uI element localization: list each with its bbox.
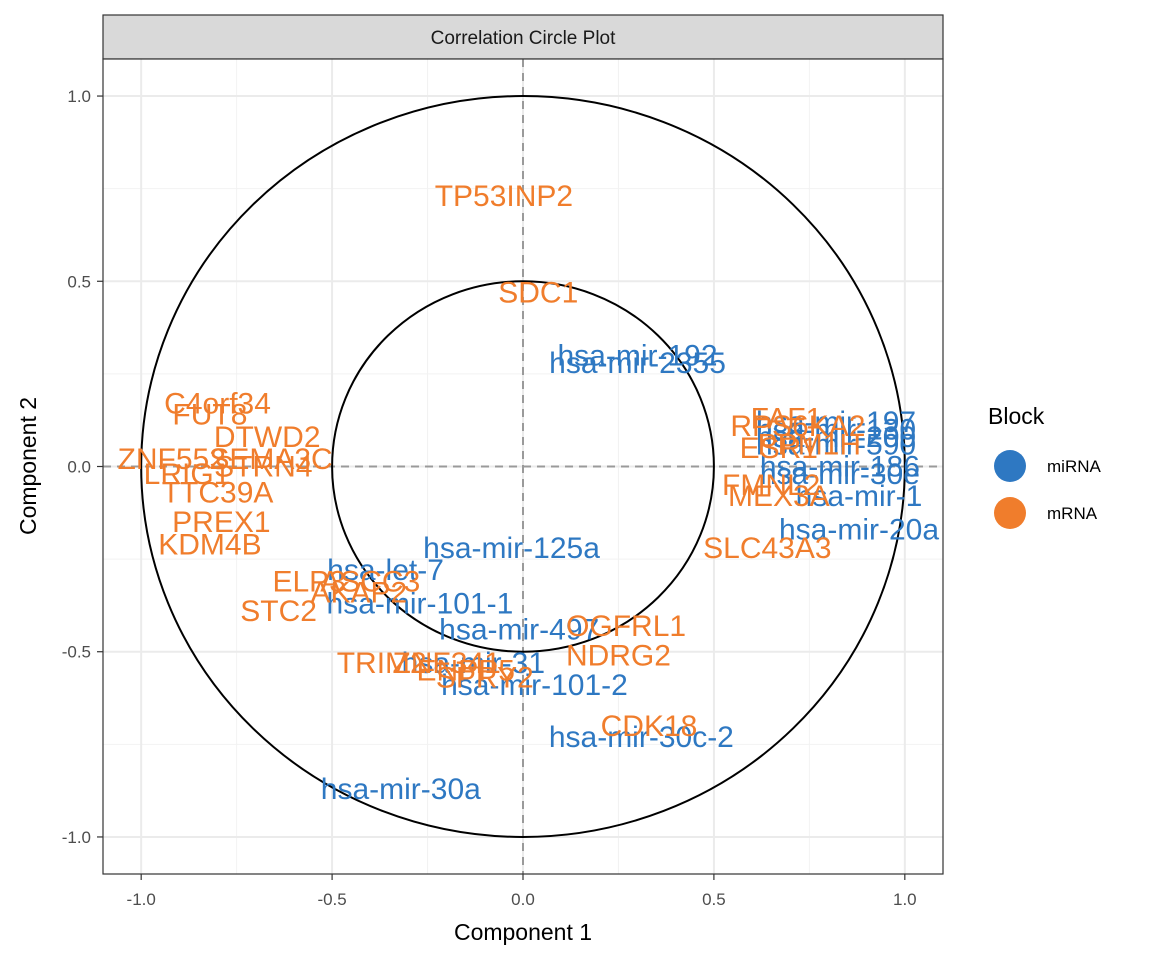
y-tick-label: 0.5 (67, 272, 91, 291)
point-label-mirna: hsa-mir-200 (756, 421, 916, 454)
x-tick-label: 1.0 (893, 890, 917, 909)
correlation-circles (140, 95, 906, 838)
chart-title: Correlation Circle Plot (431, 28, 617, 49)
reference-lines (103, 59, 943, 874)
point-label-mrna: SEMA3C (209, 443, 332, 476)
point-label-mrna: CDK18 (601, 710, 698, 743)
x-tick-label: -0.5 (317, 890, 346, 909)
point-label-mrna: ENPP5 (417, 654, 515, 687)
x-tick-label: 0.0 (511, 890, 535, 909)
y-tick-label: -0.5 (62, 643, 91, 662)
point-label-mrna: TP53INP2 (435, 180, 573, 213)
point-label-mirna: hsa-mir-20a (779, 513, 939, 546)
y-tick-label: 1.0 (67, 87, 91, 106)
y-tick-label: -1.0 (62, 828, 91, 847)
y-axis-ticks: -1.0 -0.5 0.0 0.5 1.0 (62, 87, 103, 847)
point-label-mirna: hsa-let-7 (327, 554, 444, 587)
point-label-mirna: hsa-mir-101-2 (441, 669, 628, 702)
point-label-mrna: ELP3 (272, 565, 345, 598)
point-label-mrna: FMNL2 (722, 469, 820, 502)
point-label-mrna: ZNF552 (118, 443, 226, 476)
x-axis-title: Component 1 (454, 919, 592, 945)
legend-label-mrna: mRNA (1047, 504, 1098, 523)
y-axis-title: Component 2 (15, 397, 41, 535)
point-label-mirna: hsa-mir-101-1 (327, 588, 514, 621)
legend: Block miRNA mRNA (988, 403, 1101, 529)
point-label-mrna: AKAP2 (310, 576, 407, 609)
legend-key-mirna (994, 450, 1026, 482)
point-label-mrna: RPS6KA2 (730, 410, 865, 443)
point-label-mirna: hsa-mir-590 (756, 428, 916, 461)
legend-label-mirna: miRNA (1047, 457, 1101, 476)
point-label-mrna: SPRY2 (436, 662, 534, 695)
point-label-mrna: SLC43A3 (703, 532, 831, 565)
point-label-mrna: TTC39A (162, 476, 274, 509)
point-label-mrna: LRIG1 (144, 458, 231, 491)
point-label-mrna: NDRG2 (566, 639, 671, 672)
correlation-circle (140, 95, 906, 838)
point-label-mirna: hsa-mir-30c-2 (549, 721, 734, 754)
point-label-mrna: KDM4B (158, 528, 261, 561)
point-label-mrna: DTWD2 (214, 421, 321, 454)
x-tick-label: 0.5 (702, 890, 726, 909)
legend-key-mrna (994, 497, 1026, 529)
strip-background (102, 14, 944, 60)
point-label-mrna: OGFRL1 (566, 610, 686, 643)
point-label-mrna: PREX1 (172, 506, 270, 539)
point-label-mrna: C4orf34 (164, 388, 271, 421)
point-label-mirna: hsa-mir-186 (760, 451, 920, 484)
legend-title: Block (988, 403, 1045, 429)
point-label-mirna: hsa-mir-497 (439, 614, 599, 647)
point-label-mrna: PPM1H (758, 428, 861, 461)
point-label-mrna: ASCC3 (320, 565, 420, 598)
point-label-mrna: TRIM2 (337, 647, 427, 680)
point-label-mirna: hsa-mir-2355 (549, 347, 726, 380)
point-label-mirna: hsa-mir-130 (756, 413, 916, 446)
point-label-mrna: FUT8 (172, 399, 247, 432)
point-label-mirna: hsa-mir-30e (760, 458, 920, 491)
point-label-mirna: hsa-mir-125a (423, 532, 600, 565)
point-label-mirna: hsa-mir-197 (756, 406, 916, 439)
point-label-mrna: STC2 (240, 595, 317, 628)
y-tick-label: 0.0 (67, 458, 91, 477)
point-label-mrna: SDC1 (498, 276, 578, 309)
x-axis-ticks: -1.0 -0.5 0.0 0.5 1.0 (127, 874, 917, 909)
point-label-mrna: MEX3A (728, 480, 830, 513)
point-label-mrna: ZNF341 (392, 647, 500, 680)
point-label-mirna: hsa-mir-1 (796, 480, 923, 513)
point-label-mrna: FAF1 (751, 402, 823, 435)
point-label-mirna: hsa-mir-30a (321, 773, 481, 806)
point-label-mrna: STRN4 (214, 451, 312, 484)
point-label-mirna: hsa-mir-192 (558, 339, 718, 372)
point-label-mrna: ESR1 (740, 432, 818, 465)
x-tick-label: -1.0 (127, 890, 156, 909)
correlation-circle (331, 280, 715, 653)
point-label-mirna: hsa-mir-31 (402, 647, 545, 680)
